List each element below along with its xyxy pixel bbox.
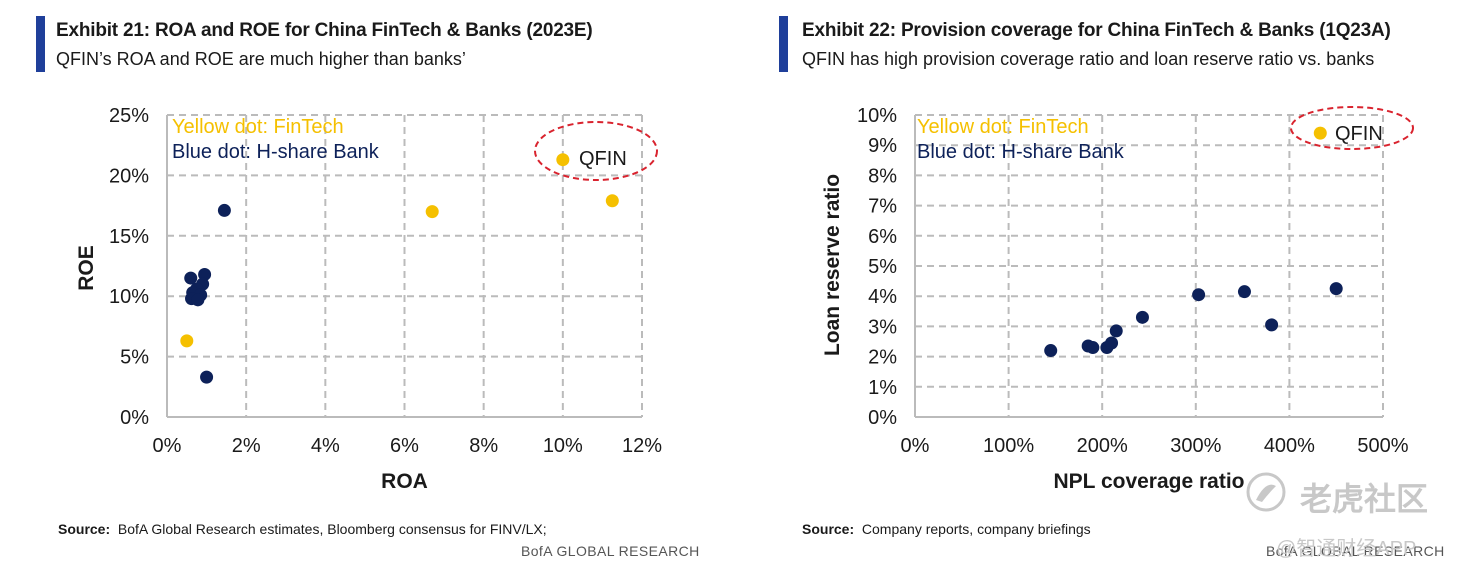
fintech-data-point [1313, 126, 1327, 140]
x-tick-label: 12% [622, 435, 662, 457]
y-tick-label: 5% [120, 347, 149, 369]
exhibit-21-panel: Exhibit 21: ROA and ROE for China FinTec… [36, 16, 700, 559]
x-tick-label: 0% [153, 435, 182, 457]
y-tick-label: 20% [109, 165, 149, 187]
y-tick-label: 10% [109, 286, 149, 308]
y-tick-label: 1% [868, 377, 897, 399]
bank-data-point [1265, 318, 1279, 332]
y-tick-label: 0% [868, 407, 897, 429]
bank-data-point [1086, 341, 1100, 355]
y-axis-title: Loan reserve ratio [821, 174, 844, 356]
y-tick-label: 4% [868, 286, 897, 308]
y-tick-label: 10% [857, 105, 897, 127]
title-accent-bar [779, 16, 788, 72]
y-tick-label: 6% [868, 226, 897, 248]
bank-data-point [1135, 310, 1149, 324]
footer-brand: BofA GLOBAL RESEARCH [521, 543, 700, 559]
legend-fintech-annotation: Yellow dot: FinTech [172, 116, 344, 138]
x-tick-label: 10% [543, 435, 583, 457]
y-tick-label: 15% [109, 226, 149, 248]
x-axis-title: ROA [381, 470, 428, 493]
fintech-data-point [556, 153, 570, 167]
y-tick-label: 3% [868, 316, 897, 338]
bank-data-point [1109, 324, 1123, 338]
source-text: BofA Global Research estimates, Bloomber… [117, 521, 547, 537]
x-axis-title: NPL coverage ratio [1053, 470, 1244, 493]
x-tick-label: 2% [232, 435, 261, 457]
source-label: Source: [802, 521, 855, 537]
y-tick-label: 0% [120, 407, 149, 429]
y-tick-label: 2% [868, 347, 897, 369]
y-axis-title: ROE [75, 245, 98, 291]
footer-brand: BofA GLOBAL RESEARCH [1266, 543, 1445, 559]
provision-coverage-scatter-chart: 0% 1% 2% 3% 4% 5% 6% 7% 8% 9% 10% 0% 100% 200% 300% 400… [821, 105, 1414, 493]
x-tick-label: 6% [390, 435, 419, 457]
bank-data-point [1044, 344, 1058, 358]
x-tick-label: 0% [901, 435, 930, 457]
chart-title: Exhibit 22: Provision coverage for China… [802, 20, 1391, 41]
fintech-data-point [605, 194, 619, 208]
x-tick-label: 500% [1357, 435, 1408, 457]
chart-subtitle: QFIN’s ROA and ROE are much higher than … [56, 49, 466, 69]
roa-roe-scatter-chart: 0% 5% 10% 15% 20% 25% 0% 2% 4% 6% 8% 10% 12% ROA ROE Ye… [75, 105, 662, 493]
legend-fintech-annotation: Yellow dot: FinTech [917, 116, 1089, 138]
watermark-sub-text: @智通财经APP [1276, 538, 1417, 560]
title-accent-bar [36, 16, 45, 72]
source-label: Source: [58, 521, 111, 537]
chart-title: Exhibit 21: ROA and ROE for China FinTec… [56, 20, 593, 41]
bank-data-point [191, 293, 205, 307]
source-note: Source: BofA Global Research estimates, … [58, 521, 547, 537]
bank-data-point [1329, 282, 1343, 296]
source-text: Company reports, company briefings [861, 521, 1091, 537]
bank-data-point [1237, 285, 1251, 299]
exhibit-22-panel: Exhibit 22: Provision coverage for China… [739, 0, 1478, 578]
qfin-highlight-ellipse [1290, 106, 1414, 150]
qfin-point-label: QFIN [1335, 123, 1383, 145]
legend-bank-annotation: Blue dot: H-share Bank [917, 141, 1125, 163]
bank-data-point [1192, 288, 1206, 302]
x-tick-label: 4% [311, 435, 340, 457]
watermark-text: 老虎社区 [1300, 481, 1429, 517]
bank-data-point [184, 271, 198, 285]
x-tick-label: 400% [1264, 435, 1315, 457]
bank-data-point [198, 267, 212, 281]
legend-bank-annotation: Blue dot: H-share Bank [172, 141, 380, 163]
qfin-point-label: QFIN [579, 148, 627, 170]
x-tick-label: 300% [1170, 435, 1221, 457]
bank-data-point [1105, 336, 1119, 350]
source-note: Source: Company reports, company briefin… [802, 521, 1091, 537]
fintech-data-point [425, 205, 439, 219]
x-tick-label: 8% [469, 435, 498, 457]
qfin-highlight-ellipse [534, 121, 658, 181]
y-tick-label: 9% [868, 135, 897, 157]
bank-data-point [217, 203, 231, 217]
chart-subtitle: QFIN has high provision coverage ratio a… [802, 49, 1375, 69]
x-tick-label: 200% [1077, 435, 1128, 457]
x-tick-label: 100% [983, 435, 1034, 457]
y-tick-label: 8% [868, 165, 897, 187]
fintech-data-point [180, 334, 194, 348]
y-tick-label: 25% [109, 105, 149, 127]
y-tick-label: 5% [868, 256, 897, 278]
y-tick-label: 7% [868, 196, 897, 218]
bank-data-point [200, 370, 214, 384]
